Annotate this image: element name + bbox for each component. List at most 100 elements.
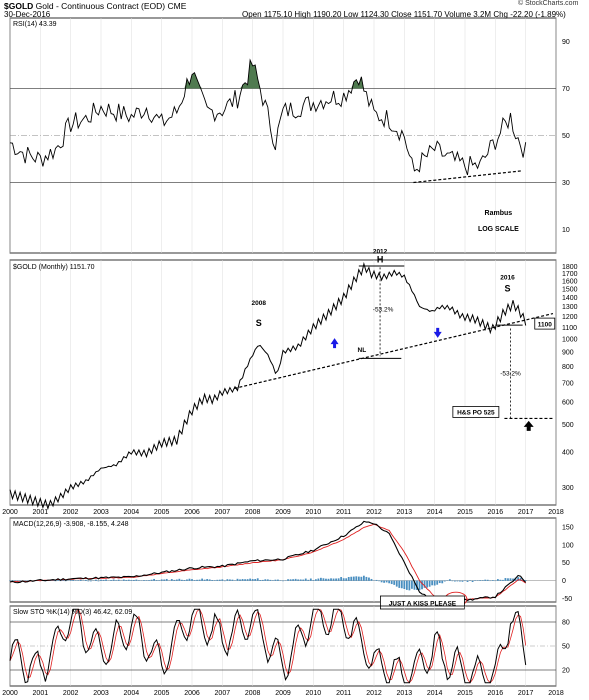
macd-histogram-bar — [312, 580, 315, 581]
price-x-tick-label: 2017 — [518, 509, 534, 516]
macd-histogram-bar — [211, 579, 214, 581]
macd-histogram-bar — [502, 579, 504, 581]
sto-x-tick-label: 2017 — [518, 690, 534, 697]
sto-tick-label: 50 — [562, 644, 570, 651]
macd-histogram-bar — [186, 579, 188, 581]
macd-histogram-bar — [507, 578, 509, 581]
macd-histogram-bar — [239, 579, 241, 581]
macd-histogram-bar — [54, 580, 57, 582]
volume-label: Volume — [444, 10, 472, 19]
price-x-tick-label: 2005 — [154, 509, 170, 516]
price-tick-label: 900 — [562, 350, 574, 357]
annotation-year-2016: 2016 — [500, 275, 515, 282]
macd-histogram-bar — [145, 580, 148, 581]
macd-histogram-bar — [360, 576, 363, 581]
macd-histogram-bar — [456, 580, 459, 582]
macd-histogram-bar — [175, 579, 178, 581]
price-x-tick-label: 2010 — [306, 509, 322, 516]
macd-histogram-bar — [340, 577, 343, 581]
macd-histogram-bar — [383, 580, 386, 583]
rsi-annotation-author: Rambus — [485, 210, 513, 217]
macd-histogram-bar — [84, 579, 87, 581]
macd-histogram-bar — [517, 577, 519, 581]
macd-histogram-bar — [150, 579, 153, 581]
price-tick-label: 1800 — [562, 264, 578, 271]
rsi-tick-label: 90 — [562, 39, 570, 46]
macd-histogram-bar — [355, 576, 358, 581]
macd-histogram-bar — [365, 576, 368, 581]
macd-histogram-bar — [251, 579, 254, 581]
macd-histogram-bar — [196, 579, 198, 581]
macd-histogram-bar — [405, 580, 408, 590]
price-tick-label: 1000 — [562, 337, 578, 344]
macd-histogram-bar — [87, 580, 90, 582]
macd-tick-label: 150 — [562, 524, 574, 531]
macd-histogram-bar — [259, 579, 262, 581]
macd-histogram-bar — [241, 579, 244, 581]
annotation-1100: 1100 — [538, 322, 552, 329]
price-line — [9, 261, 527, 511]
label-1100-box — [534, 317, 556, 330]
macd-histogram-bar — [256, 578, 259, 581]
macd-histogram-bar — [125, 580, 128, 581]
macd-histogram-bar — [178, 578, 181, 581]
price-tick-label: 1700 — [562, 271, 578, 278]
price-tick-label: 600 — [562, 399, 574, 406]
macd-histogram-bar — [337, 578, 340, 581]
macd-histogram-bar — [330, 578, 332, 581]
quote-bar: Open 1175.10 High 1190.20 Low 1124.30 Cl… — [242, 10, 566, 19]
macd-histogram-bar — [357, 576, 360, 581]
macd-histogram-bar — [229, 579, 231, 581]
macd-histogram-bar — [117, 579, 120, 581]
neckline — [234, 312, 554, 389]
price-x-tick-label: 2011 — [336, 509, 351, 516]
macd-histogram-bar — [299, 579, 302, 581]
macd-histogram-bar — [62, 579, 64, 581]
sto-tick-label: 80 — [562, 620, 570, 627]
rsi-annotation-scale: LOG SCALE — [478, 226, 519, 233]
sto-x-tick-label: 2011 — [336, 690, 351, 697]
macd-histogram-bar — [244, 579, 246, 581]
macd-histogram-bar — [158, 580, 161, 581]
close-label: Close — [391, 10, 412, 19]
price-tick-label: 1300 — [562, 304, 578, 311]
macd-histogram-bar — [221, 579, 224, 581]
macd-histogram-bar — [39, 579, 42, 581]
macd-histogram-bar — [309, 578, 312, 581]
annotation-kiss: JUST A KISS PLEASE — [389, 601, 457, 608]
macd-histogram-bar — [395, 580, 398, 587]
sto-x-tick-label: 2014 — [427, 690, 443, 697]
price-x-tick-label: 2016 — [488, 509, 504, 516]
macd-histogram-bar — [350, 576, 353, 581]
macd-histogram-bar — [223, 580, 226, 582]
macd-histogram-bar — [514, 577, 517, 581]
high-value: 1190.20 — [313, 10, 342, 19]
sto-x-tick-label: 2013 — [397, 690, 413, 697]
price-x-tick-label: 2015 — [457, 509, 473, 516]
macd-histogram-bar — [203, 579, 206, 581]
annotation-percent-target: -53.2% — [500, 370, 521, 377]
macd-histogram-bar — [153, 578, 155, 581]
macd-histogram-bar — [115, 580, 118, 581]
sto-tick-label: 20 — [562, 668, 570, 675]
sto-x-tick-label: 2015 — [457, 690, 473, 697]
macd-histogram-bar — [183, 580, 186, 581]
macd-histogram-bar — [413, 580, 416, 590]
macd-histogram-bar — [163, 579, 166, 581]
price-x-tick-label: 2004 — [124, 509, 140, 516]
sto-x-tick-label: 2001 — [33, 690, 49, 697]
sto-x-tick-label: 2012 — [366, 690, 382, 697]
macd-histogram-bar — [218, 579, 221, 581]
macd-histogram-bar — [110, 580, 113, 581]
price-tick-label: 500 — [562, 422, 574, 429]
sto-d-line — [9, 608, 527, 684]
rsi-tick-label: 30 — [562, 180, 570, 187]
rsi-line — [9, 58, 527, 176]
macd-histogram-bar — [11, 580, 14, 581]
annotation-head: H — [377, 255, 384, 265]
price-tick-label: 1400 — [562, 295, 578, 302]
macd-histogram-bar — [398, 580, 401, 588]
price-tick-label: 700 — [562, 381, 574, 388]
price-x-tick-label: 2003 — [93, 509, 109, 516]
